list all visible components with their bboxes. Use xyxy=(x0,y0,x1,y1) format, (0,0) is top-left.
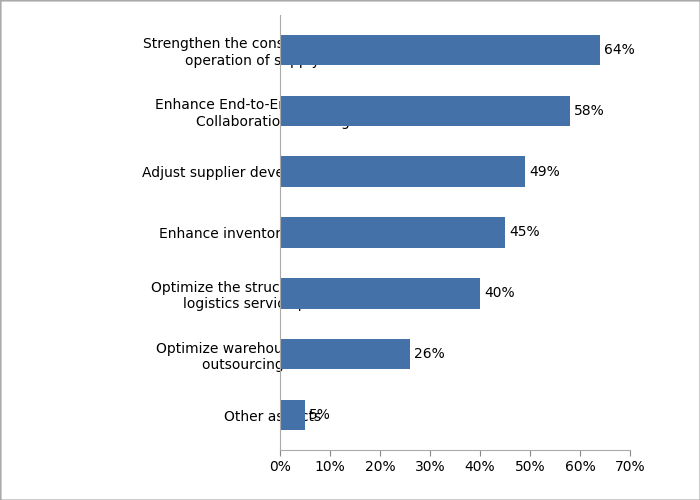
Text: 64%: 64% xyxy=(604,43,635,57)
Bar xyxy=(280,400,305,430)
Text: 58%: 58% xyxy=(574,104,605,118)
Bar xyxy=(280,96,570,126)
Bar xyxy=(280,35,600,65)
Bar xyxy=(280,339,410,370)
Text: 45%: 45% xyxy=(509,226,540,239)
Text: 26%: 26% xyxy=(414,347,444,361)
Text: 40%: 40% xyxy=(484,286,514,300)
Bar xyxy=(280,278,480,308)
Text: 5%: 5% xyxy=(309,408,331,422)
Text: 49%: 49% xyxy=(529,164,560,178)
Bar xyxy=(280,156,525,187)
Bar xyxy=(280,218,505,248)
